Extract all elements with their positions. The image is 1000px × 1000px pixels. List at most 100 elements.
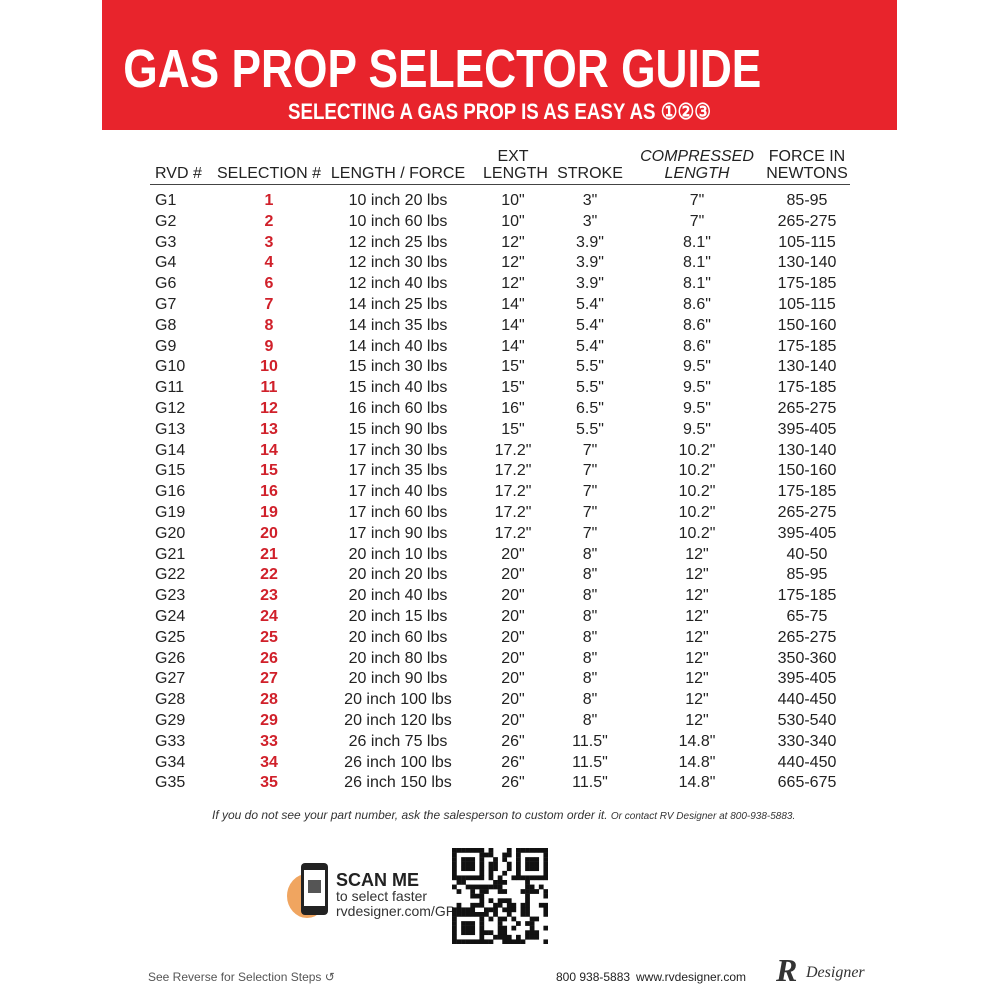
table-cell: 330-340 — [777, 732, 837, 750]
table-cell: 65-75 — [786, 608, 828, 625]
table-cell: 8" — [582, 587, 598, 605]
table-cell: 8" — [582, 545, 598, 563]
selection-number: 33 — [260, 732, 278, 750]
table-cell: 8" — [582, 566, 598, 584]
qr-module — [538, 848, 544, 853]
subtitle: SELECTING A GAS PROP IS AS EASY AS ①②③ — [287, 99, 711, 124]
qr-module — [470, 857, 476, 862]
qr-module — [479, 852, 485, 858]
qr-module — [529, 884, 535, 890]
qr-module — [516, 848, 521, 853]
qr-module — [525, 934, 530, 940]
table-cell: 14 inch 25 lbs — [348, 296, 448, 313]
qr-module — [479, 861, 485, 867]
qr-module — [493, 912, 498, 917]
qr-module — [543, 848, 548, 853]
qr-module — [488, 939, 494, 944]
qr-module — [534, 934, 540, 940]
qr-module — [516, 852, 521, 858]
qr-module — [461, 925, 466, 931]
table-cell: 20 inch 60 lbs — [348, 628, 448, 646]
qr-module — [529, 930, 535, 936]
qr-module — [470, 902, 476, 908]
table-cell: G14 — [155, 441, 186, 459]
table-cell: 11.5" — [572, 774, 608, 792]
table-cell: 130-140 — [777, 358, 837, 376]
qr-module — [543, 902, 548, 908]
qr-module — [497, 902, 503, 908]
table-cell: G6 — [155, 275, 177, 293]
qr-module — [479, 898, 485, 904]
qr-module — [506, 907, 512, 913]
qr-module — [543, 925, 548, 931]
table-cell: G33 — [155, 732, 186, 750]
qr-module — [479, 866, 485, 872]
qr-module — [534, 930, 540, 936]
table-cell: 17.2" — [494, 483, 532, 501]
qr-module — [452, 857, 457, 862]
table-cell: 16" — [501, 400, 525, 417]
qr-module — [456, 902, 462, 908]
table-cell: G28 — [155, 691, 186, 709]
qr-module — [502, 930, 508, 936]
table-cell: 7" — [582, 524, 598, 542]
table-cell: 130-140 — [777, 254, 837, 272]
qr-module — [529, 921, 535, 926]
table-cell: 12 inch 30 lbs — [348, 254, 448, 272]
qr-module — [470, 907, 476, 913]
table-cell: 11.5" — [572, 753, 608, 771]
qr-module — [484, 930, 489, 936]
qr-module — [488, 907, 494, 913]
table-cell: 12" — [685, 608, 709, 625]
table-cell: G1 — [155, 192, 177, 209]
selection-number: 8 — [264, 316, 274, 334]
table-cell: 395-405 — [777, 670, 837, 688]
qr-module — [529, 934, 535, 940]
qr-module — [538, 902, 544, 908]
table-cell: 5.5" — [576, 420, 604, 438]
table-cell: 8.1" — [683, 254, 711, 272]
qr-module — [461, 875, 466, 881]
selection-number: 6 — [264, 275, 274, 293]
qr-module — [506, 848, 512, 853]
selection-number: 13 — [260, 420, 278, 438]
qr-module — [456, 880, 462, 885]
qr-module — [465, 939, 471, 944]
table-cell: 20 inch 80 lbs — [348, 649, 448, 667]
qr-module — [470, 939, 476, 944]
qr-module — [493, 902, 498, 908]
table-cell: 20 inch 40 lbs — [348, 587, 448, 605]
qr-module — [516, 934, 521, 940]
table-cell: G11 — [155, 379, 185, 397]
table-cell: 12" — [685, 628, 709, 646]
qr-module — [465, 907, 471, 913]
qr-module — [497, 880, 503, 885]
table-cell: 8.1" — [683, 233, 711, 251]
table-cell: 14.8" — [678, 732, 716, 750]
qr-module — [529, 925, 535, 931]
qr-module — [470, 930, 476, 936]
note-contact: Or contact RV Designer at 800-938-5883. — [610, 811, 796, 822]
table-cell: 3.9" — [576, 233, 604, 251]
qr-module — [488, 916, 494, 922]
qr-module — [497, 921, 503, 926]
table-cell: 175-185 — [777, 379, 837, 397]
qr-module — [516, 939, 521, 944]
qr-module — [456, 939, 462, 944]
qr-module — [538, 875, 544, 881]
qr-module — [461, 848, 466, 853]
website: www.rvdesigner.com — [636, 970, 747, 984]
table-cell: 9.5" — [683, 420, 711, 438]
qr-module — [452, 930, 457, 936]
table-cell: 20 inch 120 lbs — [344, 712, 452, 729]
table-cell: 17.2" — [494, 524, 532, 542]
qr-module — [474, 893, 480, 899]
selection-number: 25 — [260, 628, 278, 646]
qr-module — [456, 889, 462, 894]
qr-module — [456, 907, 462, 913]
qr-module — [520, 848, 526, 853]
table-cell: 12" — [501, 275, 525, 293]
table-cell: 150-160 — [777, 462, 837, 480]
qr-module — [474, 912, 480, 917]
table-cell: 10" — [501, 192, 525, 209]
